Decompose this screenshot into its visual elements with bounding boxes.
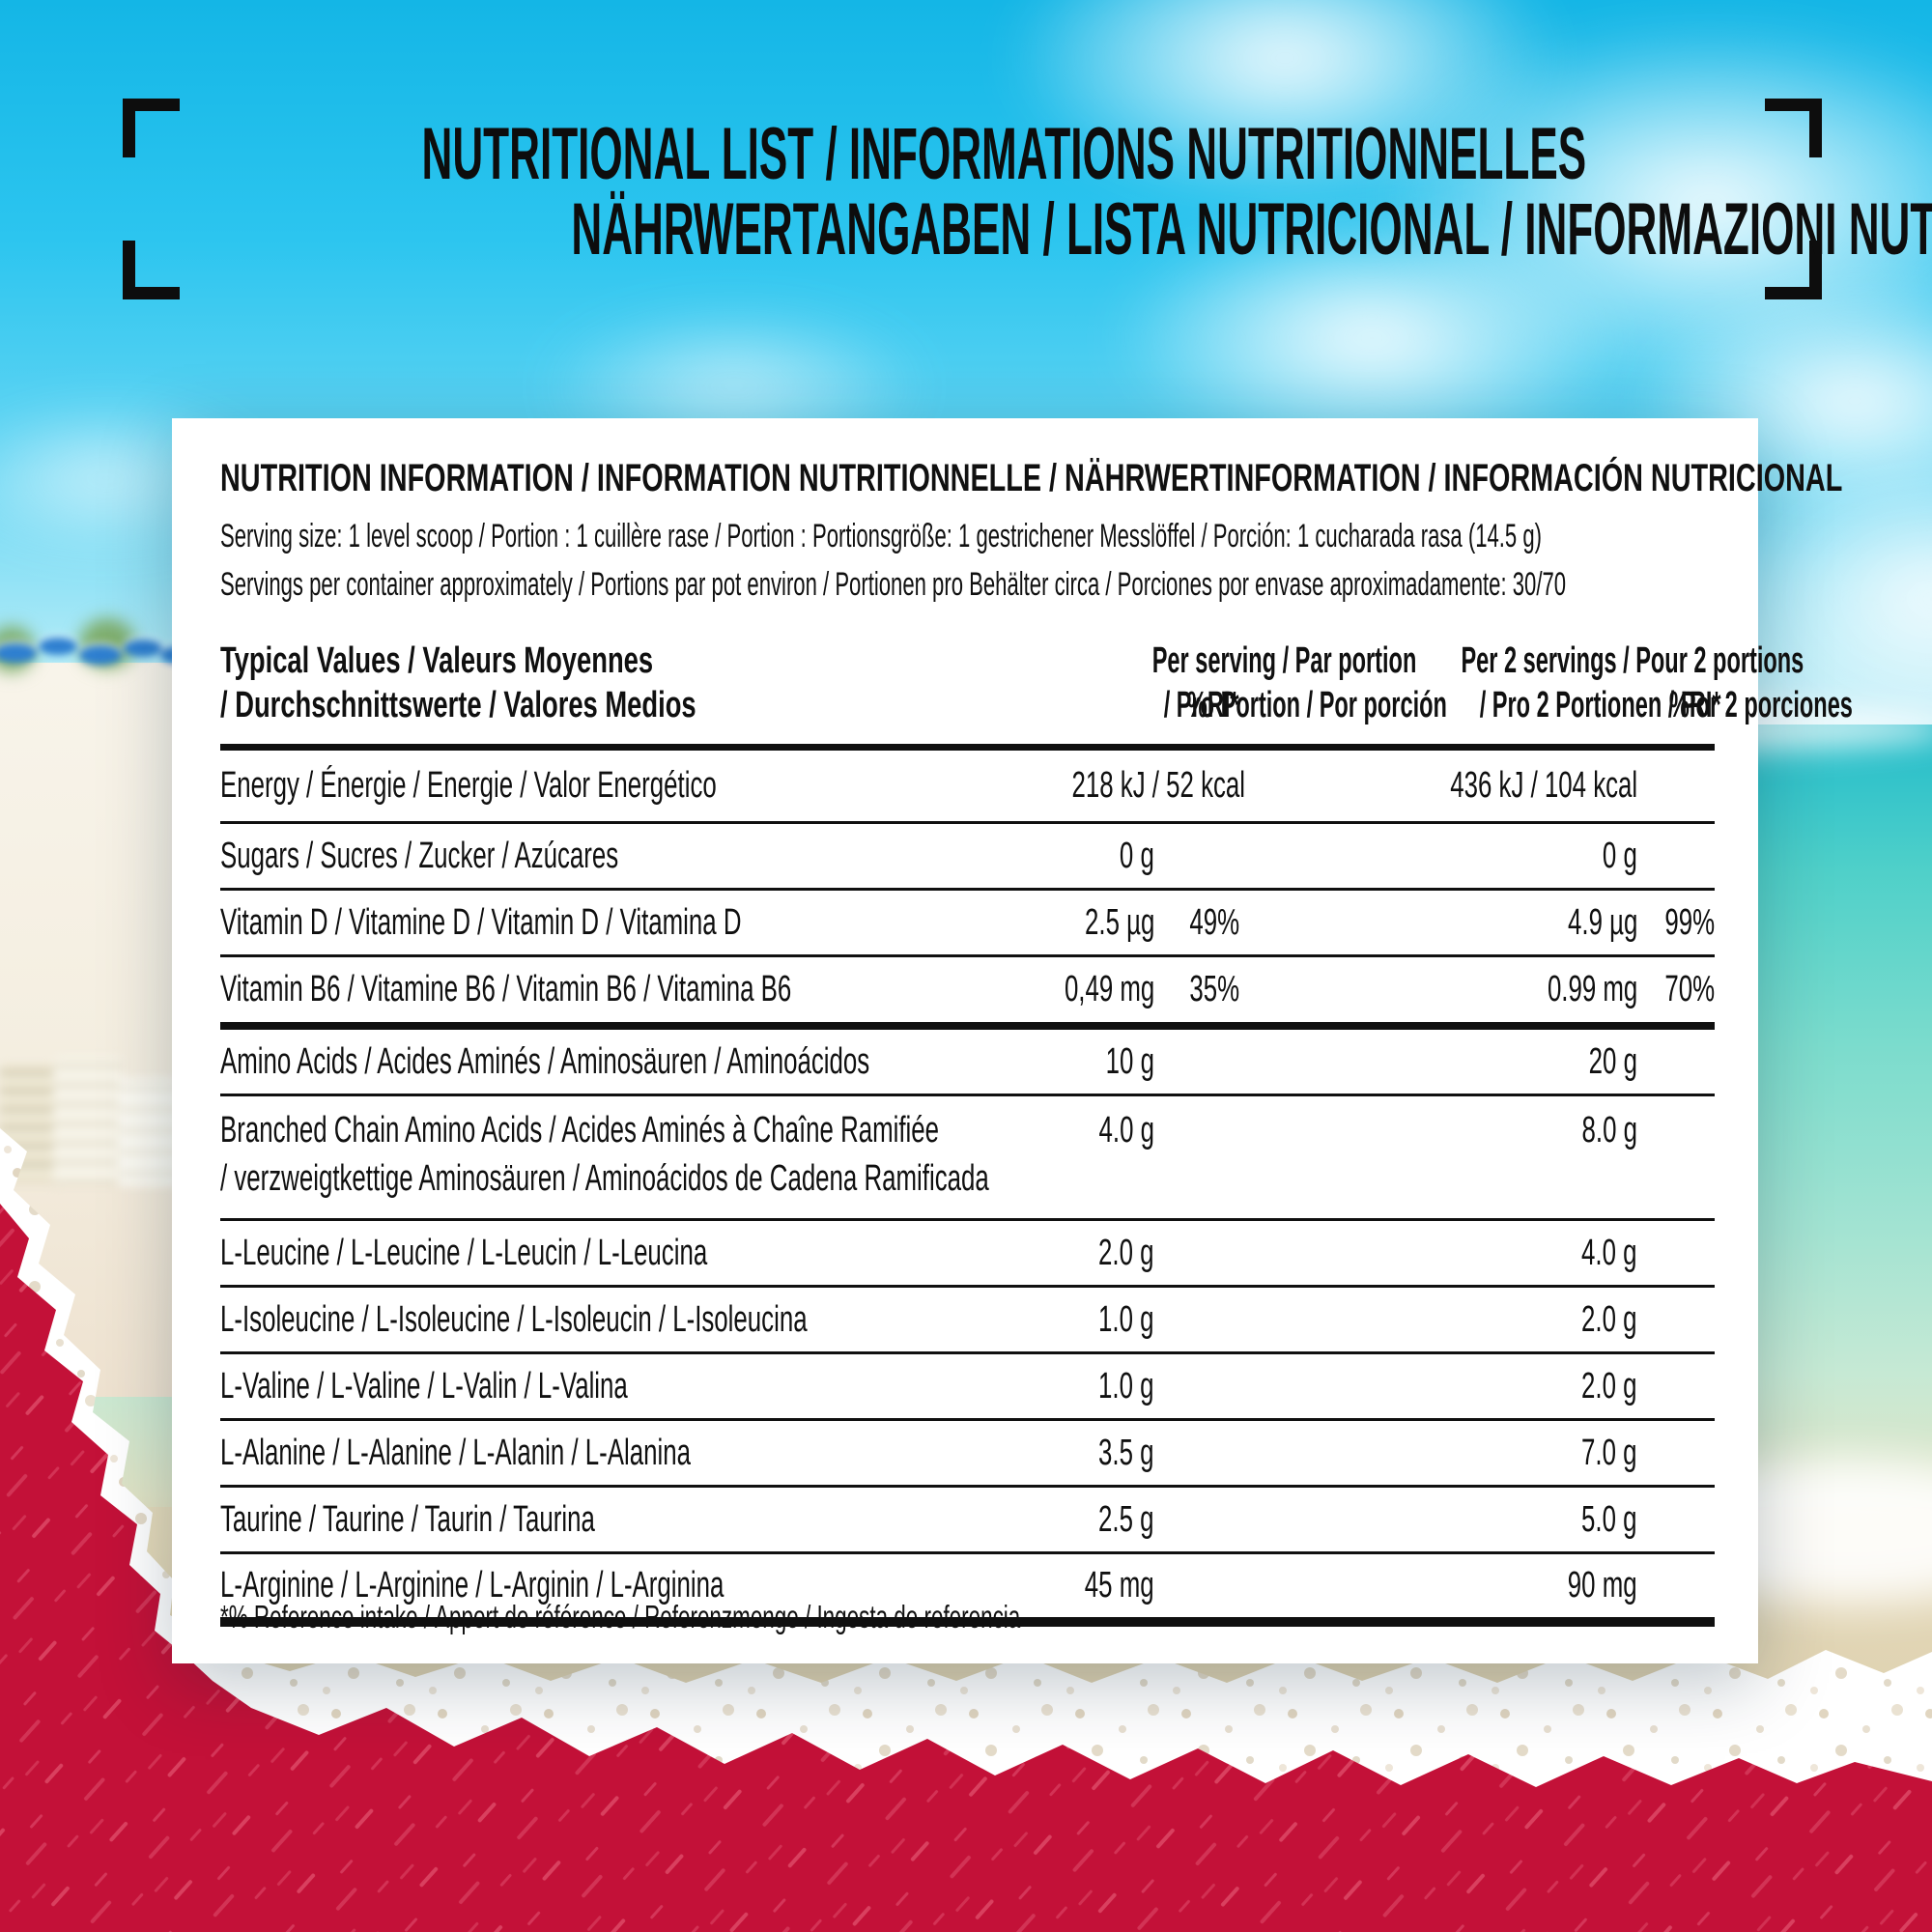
reference-intake-footnote: *% Reference intake / Apport de référenc… [220,1599,1021,1634]
table-row: Energy / Énergie / Energie / Valor Energ… [220,751,1715,824]
table-row: L-Isoleucine / L-Isoleucine / L-Isoleuci… [220,1288,1715,1354]
card-heading: NUTRITION INFORMATION / INFORMATION NUTR… [220,457,1843,499]
page-title-line1: NUTRITIONAL LIST / INFORMATIONS NUTRITIO… [421,113,1587,195]
ri-value: 49% [1189,901,1239,943]
page-title-line2: NÄHRWERTANGABEN / LISTA NUTRICIONAL / IN… [571,188,1932,270]
header-per-2-servings: Per 2 servings / Pour 2 portions / Pro 2… [1461,640,1853,725]
per-serving-value: 1.0 g [1098,1298,1154,1340]
per-serving-value: 2.0 g [1098,1232,1154,1273]
header-typical-values: Typical Values / Valeurs Moyennes / Durc… [220,640,696,725]
per-2-servings-value: 4.9 µg [1567,901,1637,943]
row-label: Vitamin D / Vitamine D / Vitamin D / Vit… [220,901,742,943]
ri-value: 35% [1189,969,1239,1009]
row-label: Taurine / Taurine / Taurin / Taurina [220,1498,595,1540]
building [118,1078,180,1186]
table-row: Taurine / Taurine / Taurin / Taurina 2.5… [220,1488,1715,1554]
per-2-servings-value: 20 g [1588,1040,1637,1082]
per-serving-value: 0,49 mg [1064,969,1154,1009]
frame-bracket-bottom-left [123,241,180,299]
row-label: L-Arginine / L-Arginine / L-Arginin / L-… [220,1565,724,1605]
header-ri-1: %RI* [1187,685,1239,725]
row-label: L-Isoleucine / L-Isoleucine / L-Isoleuci… [220,1298,808,1340]
per-2-servings-value: 2.0 g [1581,1298,1637,1340]
per-2-servings-value: 0.99 mg [1547,969,1637,1009]
beach-umbrella [79,645,122,665]
per-2-servings-value: 8.0 g [1581,1110,1637,1151]
frame-bracket-bottom-right [1765,241,1822,299]
ri2-value [1637,1233,1715,1274]
beach-umbrella [124,639,162,657]
ri-value [1154,836,1251,877]
ri-value [1154,1366,1251,1407]
ri-value [1154,1499,1251,1541]
table-row: Branched Chain Amino Acids / Acides Amin… [220,1096,1715,1221]
per-2-servings-value: 7.0 g [1581,1432,1637,1473]
per-serving-value: 4.0 g [1098,1110,1154,1151]
ri2-value [1637,1299,1715,1341]
beach-umbrella [0,643,37,663]
per-serving-value: 2.5 g [1098,1498,1154,1540]
frame-bracket-top-right [1765,99,1822,157]
ri-value [1154,1041,1251,1083]
per-serving-value: 218 kJ / 52 kcal [1071,765,1246,806]
per-2-servings-value: 2.0 g [1581,1365,1637,1406]
row-label: Amino Acids / Acides Aminés / Aminosäure… [220,1040,870,1082]
white-torn-edge [0,1128,1932,1932]
ri2-value [1637,1433,1715,1474]
beach-umbrella [39,638,77,655]
header-per-serving: Per serving / Par portion / Pro Portion … [1151,640,1447,725]
row-label: Vitamin B6 / Vitamine B6 / Vitamin B6 / … [220,969,792,1009]
serving-size-line: Serving size: 1 level scoop / Portion : … [220,518,1543,554]
row-label: L-Valine / L-Valine / L-Valin / L-Valina [220,1365,628,1406]
per-serving-value: 45 mg [1085,1565,1154,1605]
per-serving-value: 10 g [1105,1040,1154,1082]
header-ri-2: %RI* [1668,685,1721,725]
ri2-value [1637,1499,1715,1541]
row-label: Branched Chain Amino Acids / Acides Amin… [220,1110,989,1199]
ri2-value [1637,1565,1715,1606]
ri2-value: 99% [1664,901,1715,943]
table-header: Typical Values / Valeurs Moyennes / Durc… [220,639,1853,727]
servings-per-container-line: Servings per container approximately / P… [220,566,1567,603]
table-row: L-Leucine / L-Leucine / L-Leucin / L-Leu… [220,1221,1715,1288]
row-label: L-Alanine / L-Alanine / L-Alanin / L-Ala… [220,1432,691,1473]
nutrition-card: NUTRITION INFORMATION / INFORMATION NUTR… [172,418,1853,1663]
nutrition-table: Energy / Énergie / Energie / Valor Energ… [220,744,1715,1627]
ri-value [1154,1233,1251,1274]
table-row: Sugars / Sucres / Zucker / Azúcares 0 g … [220,824,1715,891]
ri2-value [1637,765,1715,807]
per-2-servings-value: 0 g [1603,835,1637,876]
frame-bracket-top-left [123,99,180,157]
per-serving-value: 2.5 µg [1084,901,1154,943]
table-row: Amino Acids / Acides Aminés / Aminosäure… [220,1030,1715,1096]
ri2-value: 70% [1664,969,1715,1009]
umbrella-row [0,626,195,684]
ri-value [1154,1433,1251,1474]
table-row: Vitamin D / Vitamine D / Vitamin D / Vit… [220,891,1715,957]
row-label: L-Leucine / L-Leucine / L-Leucin / L-Leu… [220,1232,708,1273]
ri2-value [1637,836,1715,877]
ri2-value [1637,1041,1715,1083]
table-row: Vitamin B6 / Vitamine B6 / Vitamin B6 / … [220,957,1715,1030]
table-row: L-Alanine / L-Alanine / L-Alanin / L-Ala… [220,1421,1715,1488]
per-2-servings-value: 5.0 g [1581,1498,1637,1540]
red-torn-paper [0,1204,1932,1932]
per-2-servings-value: 436 kJ / 104 kcal [1450,765,1637,806]
per-serving-value: 0 g [1120,835,1154,876]
per-2-servings-value: 90 mg [1568,1565,1637,1605]
row-label: Sugars / Sucres / Zucker / Azúcares [220,835,619,876]
building [53,1057,123,1184]
row-label: Energy / Énergie / Energie / Valor Energ… [220,765,717,806]
per-serving-value: 3.5 g [1098,1432,1154,1473]
ri-value [1154,1299,1251,1341]
per-2-servings-value: 4.0 g [1581,1232,1637,1273]
ri2-value [1637,1366,1715,1407]
table-row: L-Valine / L-Valine / L-Valin / L-Valina… [220,1354,1715,1421]
table-row: L-Arginine / L-Arginine / L-Arginin / L-… [220,1554,1715,1627]
per-serving-value: 1.0 g [1098,1365,1154,1406]
